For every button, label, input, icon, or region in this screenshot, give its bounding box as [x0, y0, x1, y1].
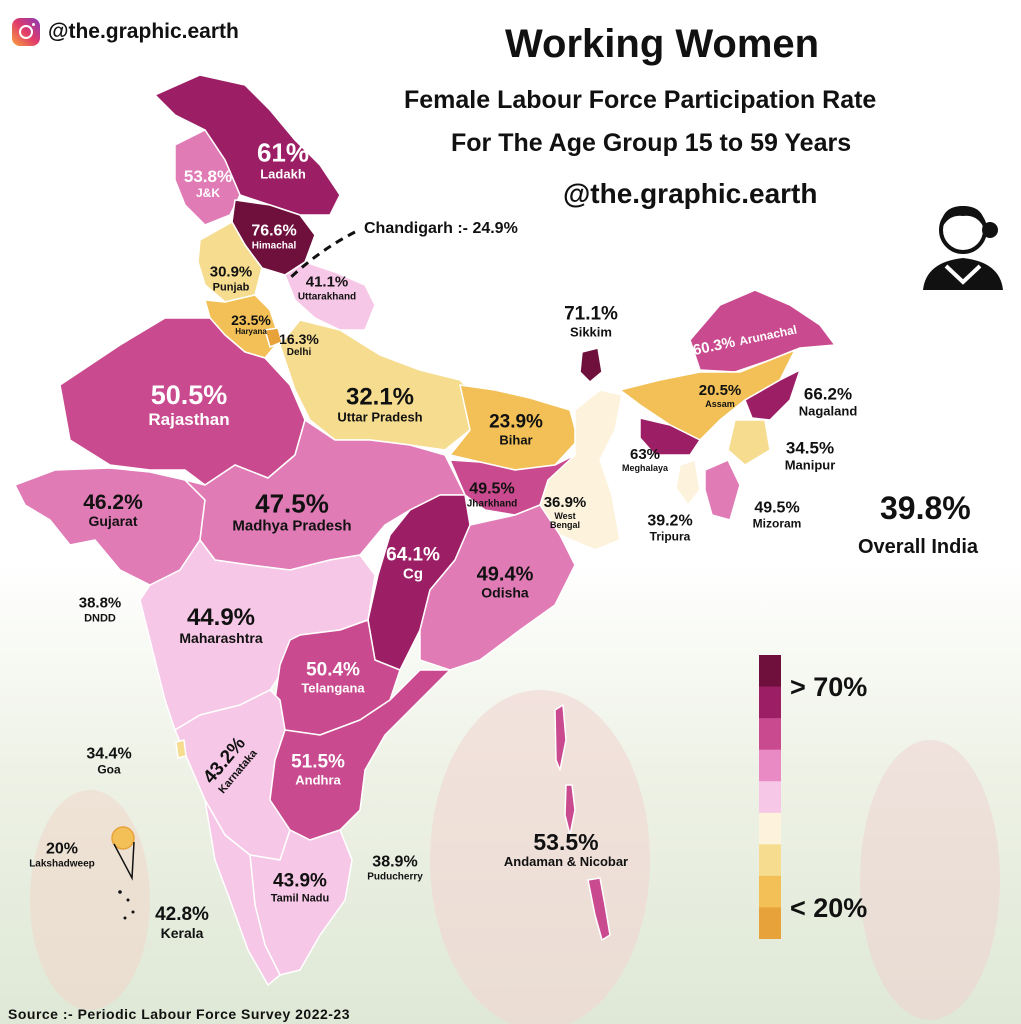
label-delhi: 16.3% Delhi	[279, 330, 319, 359]
region-sikkim[interactable]	[579, 347, 603, 383]
source-note: Source :- Periodic Labour Force Survey 2…	[8, 1006, 351, 1022]
label-himachal: 76.6% Himachal	[251, 222, 297, 252]
label-puducherry: 38.9% Puducherry	[367, 853, 423, 883]
label-gujarat: 46.2% Gujarat	[83, 490, 143, 529]
handle-header: @the.graphic.earth	[12, 18, 239, 46]
label-lakshadweep: 20% Lakshadweep	[29, 840, 95, 870]
label-andaman: 53.5% Andaman & Nicobar	[503, 829, 629, 870]
label-maharashtra: 44.9% Maharashtra	[179, 604, 263, 647]
label-sikkim: 71.1% Sikkim	[564, 303, 618, 340]
chandigarh-label: Chandigarh :- 24.9%	[364, 220, 518, 237]
region-manipur[interactable]	[727, 419, 771, 466]
region-meghalaya[interactable]	[639, 417, 701, 456]
legend-swatch	[759, 875, 781, 908]
label-nagaland: 66.2% Nagaland	[798, 384, 858, 419]
label-punjab: 30.9% Punjab	[209, 263, 253, 294]
legend-swatch	[759, 812, 781, 845]
label-goa: 34.4% Goa	[86, 745, 132, 777]
woman-icon	[923, 206, 1003, 290]
main-title: Working Women	[505, 22, 820, 66]
label-manipur: 34.5% Manipur	[784, 438, 836, 473]
legend-swatch	[759, 907, 781, 939]
label-andhra: 51.5% Andhra	[291, 751, 345, 788]
overall-label: Overall India	[858, 536, 979, 558]
region-andaman[interactable]	[554, 704, 611, 941]
region-goa[interactable]	[175, 739, 187, 759]
label-up: 32.1% Uttar Pradesh	[337, 383, 423, 426]
region-jk[interactable]	[174, 129, 241, 226]
lakshadweep-dots	[118, 890, 135, 920]
region-mizoram[interactable]	[704, 459, 741, 521]
label-telangana: 50.4% Telangana	[301, 659, 365, 696]
legend-swatch	[759, 749, 781, 782]
label-uttarakhand: 41.1% Uttarakhand	[297, 273, 357, 302]
region-andhra[interactable]	[269, 669, 451, 841]
label-ladakh: 61% Ladakh	[256, 137, 310, 182]
legend-swatch	[759, 655, 781, 688]
label-dndd: 38.8% DNDD	[78, 594, 122, 625]
subtitle-2: For The Age Group 15 to 59 Years	[451, 129, 852, 157]
legend-swatch	[759, 718, 781, 751]
label-kerala: 42.8% Kerala	[155, 903, 209, 941]
handle-text: @the.graphic.earth	[48, 20, 239, 43]
label-jharkhand: 49.5% Jharkhand	[466, 480, 518, 510]
instagram-icon	[12, 18, 40, 46]
legend-scale	[759, 655, 781, 939]
label-tripura: 39.2% Tripura	[647, 512, 693, 544]
label-mizoram: 49.5% Mizoram	[752, 499, 802, 531]
lakshadweep-pointer	[113, 841, 135, 881]
label-assam: 20.5% Assam	[698, 381, 742, 409]
region-uttarakhand[interactable]	[284, 261, 376, 331]
region-nagaland[interactable]	[744, 369, 801, 421]
legend-swatch	[759, 844, 781, 877]
label-haryana: 23.5% Haryana	[231, 311, 271, 337]
overall-value: 39.8%	[880, 490, 971, 526]
label-rajasthan: 50.5% Rajasthan	[148, 379, 230, 429]
subtitle-1: Female Labour Force Participation Rate	[404, 86, 877, 114]
legend-high: > 70%	[790, 672, 868, 702]
label-tamilnadu: 43.9% Tamil Nadu	[270, 870, 330, 905]
region-odisha[interactable]	[419, 504, 576, 671]
label-cg: 64.1% Cg	[386, 544, 440, 583]
handle-title: @the.graphic.earth	[563, 178, 818, 209]
label-odisha: 49.4% Odisha	[476, 563, 534, 601]
label-westbengal: 36.9% West Bengal	[543, 493, 587, 531]
region-kerala[interactable]	[204, 799, 281, 986]
legend-swatch	[759, 781, 781, 814]
legend-swatch	[759, 686, 781, 719]
legend-low: < 20%	[790, 893, 868, 923]
label-meghalaya: 63% Meghalaya	[621, 445, 669, 473]
label-jk: 53.8% J&K	[183, 167, 233, 200]
region-lakshadweep[interactable]	[111, 826, 135, 850]
label-mp: 47.5% Madhya Pradesh	[232, 488, 352, 535]
region-jharkhand[interactable]	[449, 454, 576, 516]
chandigarh-pointer	[288, 230, 356, 280]
label-bihar: 23.9% Bihar	[489, 411, 543, 448]
region-tripura[interactable]	[675, 459, 701, 506]
